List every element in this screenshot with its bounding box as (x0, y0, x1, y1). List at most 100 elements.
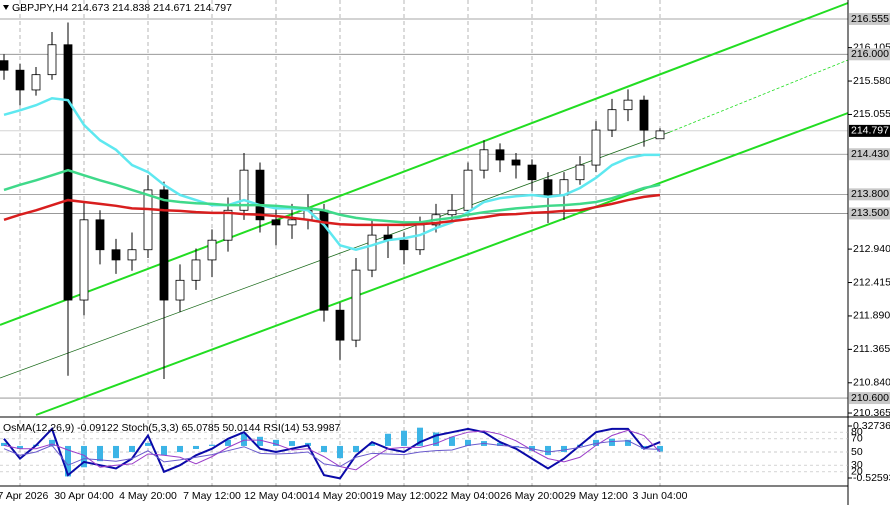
osma-bar (353, 445, 359, 453)
y-tick-label: 210.365 (853, 407, 890, 419)
candle-body (399, 239, 409, 251)
candle-body (255, 169, 265, 221)
candle-body (191, 259, 201, 281)
moving-average (3, 168, 661, 224)
candle-body (479, 149, 489, 171)
osma-bar (65, 445, 71, 477)
x-tick-label: 22 May 04:00 (436, 490, 500, 502)
osma-bar (337, 445, 343, 459)
x-tick-label: 12 May 04:00 (244, 490, 308, 502)
channel-middle (0, 131, 671, 379)
osma-bar (609, 438, 615, 446)
osma-bar (561, 445, 567, 453)
last-price-label: 214.797 (851, 125, 889, 137)
level-box (849, 188, 890, 201)
candle-body (447, 209, 457, 216)
level-label: 214.430 (851, 148, 889, 160)
osma-bar (449, 436, 455, 446)
level-box (849, 207, 890, 220)
candle-body (655, 130, 665, 140)
candle-body (207, 239, 217, 261)
candle-body (127, 249, 137, 261)
y2-tick-label: 20 (851, 466, 863, 478)
osma-bar (401, 430, 407, 446)
candle-body (527, 164, 537, 181)
osma-bar (657, 445, 663, 452)
osma-bar (161, 445, 167, 456)
candle-body (335, 309, 345, 341)
osma-bar (17, 445, 23, 449)
candle-body (287, 219, 297, 226)
candle-body (543, 179, 553, 196)
osma-bar (417, 427, 423, 446)
osma-bar (49, 439, 55, 446)
osma-bar (225, 439, 231, 446)
x-tick-label: 4 May 20:00 (119, 490, 177, 502)
x-tick-label: 27 Apr 2026 (0, 490, 48, 502)
y-tick-label: 0.32736 (853, 420, 890, 432)
osma-bar (289, 441, 295, 446)
x-tick-label: 30 Apr 04:00 (54, 490, 114, 502)
y2-tick-label: 30 (851, 459, 863, 471)
candle-body (463, 169, 473, 211)
x-tick-label: 3 Jun 04:00 (633, 490, 688, 502)
level-box (849, 148, 890, 161)
level-label: 213.800 (851, 188, 889, 200)
channel-upper (0, 2, 849, 326)
osma-bar (1, 442, 7, 446)
y-tick-label: 215.580 (853, 75, 890, 87)
candle-body (415, 224, 425, 251)
channel-lower (35, 112, 849, 416)
candle-body (271, 219, 281, 226)
channel-middle-ext (669, 59, 849, 133)
x-tick-label: 29 May 12:00 (564, 490, 628, 502)
y-tick-label: 210.840 (853, 377, 890, 389)
osma-bar (385, 433, 391, 446)
osma-bar (129, 445, 135, 453)
candle-body (591, 129, 601, 166)
candle-body (159, 189, 169, 301)
osma-bar (145, 442, 151, 446)
candle-body (15, 69, 25, 91)
y2-tick-label: 80 (851, 426, 863, 438)
osma-bar (465, 439, 471, 446)
candle-body (239, 169, 249, 211)
candle-body (111, 249, 121, 261)
candle-body (639, 99, 649, 131)
x-tick-label: 7 May 12:00 (183, 490, 241, 502)
oscillator-line (3, 427, 661, 480)
level-box (849, 48, 890, 61)
candle-body (351, 269, 361, 341)
y2-tick-label: 70 (851, 433, 863, 445)
osma-bar (625, 439, 631, 446)
osma-bar (433, 432, 439, 446)
chart-title: GBPJPY,H4 214.673 214.838 214.671 214.79… (12, 2, 232, 14)
level-label: 216.000 (851, 48, 889, 60)
osma-bar (81, 445, 87, 468)
osma-bar (545, 445, 551, 456)
osma-bar (321, 445, 327, 453)
osma-bar (369, 442, 375, 446)
candle-body (607, 109, 617, 131)
level-box (849, 12, 890, 25)
osma-bar (113, 445, 119, 459)
symbol-menu-icon[interactable] (3, 5, 9, 10)
candle-body (63, 44, 73, 301)
osma-bar (497, 442, 503, 446)
candle-body (511, 159, 521, 166)
y-tick-label: 211.890 (853, 310, 890, 322)
y-tick-label: 211.365 (853, 343, 890, 355)
y-tick-label: 212.415 (853, 276, 890, 288)
y-tick-label: -0.52593 (853, 472, 890, 484)
moving-average (3, 193, 661, 227)
y-tick-label: 212.940 (853, 243, 890, 255)
y2-tick-label: 50 (851, 446, 863, 458)
candle-body (31, 74, 41, 91)
level-label: 210.600 (851, 392, 889, 404)
candle-body (79, 219, 89, 301)
candle-body (623, 99, 633, 111)
level-box (849, 392, 890, 405)
candle-body (0, 60, 9, 71)
osma-bar (193, 445, 199, 449)
